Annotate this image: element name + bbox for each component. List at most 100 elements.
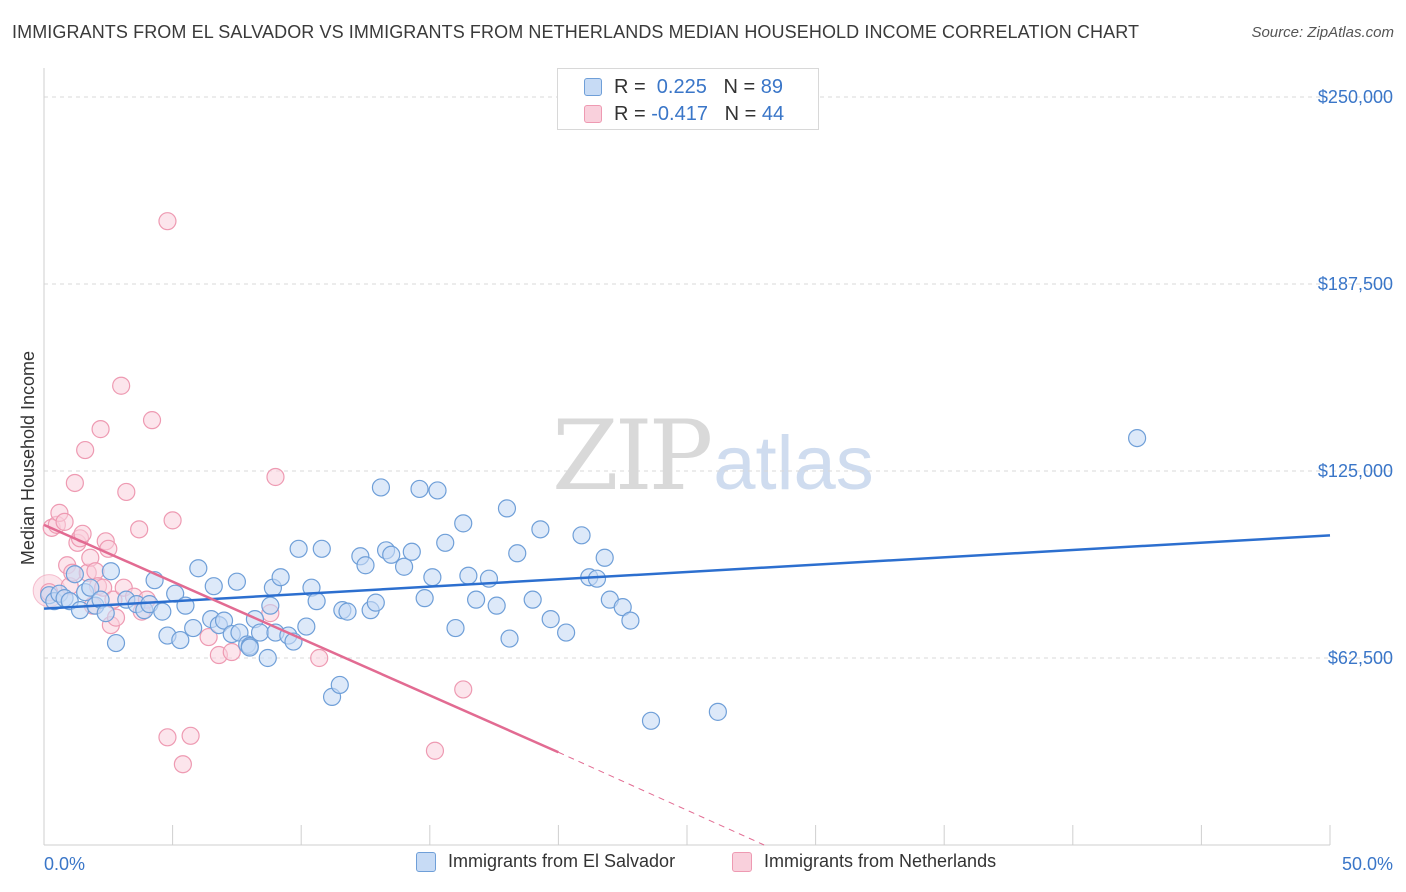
n-label: N =: [707, 102, 762, 125]
scatter-point: [214, 611, 234, 630]
scatter-point: [258, 648, 277, 668]
scatter-point: [708, 702, 727, 721]
scatter-point: [227, 572, 246, 591]
scatter-point: [181, 726, 200, 745]
scatter-point: [425, 741, 445, 760]
correlation-legend: R = 0.225 N = 89 R = -0.417 N = 44: [557, 68, 819, 130]
axes: [43, 68, 1331, 846]
scatter-point: [454, 680, 473, 699]
scatter-point: [587, 569, 607, 588]
y-tick-label: $62,500: [1328, 648, 1393, 668]
scatter-point: [289, 539, 308, 558]
scatter-point: [310, 648, 329, 668]
scatter-point: [101, 562, 120, 581]
scatter-point: [497, 499, 517, 518]
scatter-point: [171, 630, 190, 650]
scatter-point: [117, 482, 136, 502]
grid-lines: [44, 96, 1395, 659]
scatter-point: [410, 479, 429, 499]
scatter-point: [106, 633, 126, 653]
scatter-point: [222, 642, 241, 662]
scatter-point: [371, 478, 391, 497]
watermark-logo: ZIPatlas: [552, 400, 874, 512]
scatter-point: [153, 602, 172, 621]
scatter-point: [338, 602, 357, 621]
trend-lines: [43, 523, 1331, 846]
scatter-point: [557, 623, 576, 642]
scatter-point: [81, 578, 100, 597]
scatter-point: [523, 590, 542, 609]
n-value: 89: [760, 75, 784, 98]
scatter-point: [402, 542, 421, 561]
source-attribution: Source: ZipAtlas.com: [1251, 24, 1394, 41]
scatter-point: [366, 593, 385, 612]
scatter-point: [500, 629, 519, 648]
scatter-point: [163, 511, 182, 530]
trend-line-netherlands: [43, 523, 559, 754]
scatter-point: [415, 589, 434, 608]
y-tick-label: $125,000: [1318, 461, 1393, 481]
scatter-point: [55, 512, 74, 531]
el-salvador-points: [40, 428, 1147, 730]
scatter-point: [65, 565, 84, 584]
scatter-point: [436, 533, 455, 552]
scatter-point: [541, 610, 560, 629]
scatter-point: [621, 611, 640, 630]
trend-line-el-salvador: [43, 534, 1331, 610]
n-label: N =: [706, 75, 761, 98]
scatter-point: [595, 548, 614, 567]
legend-item-el-salvador: Immigrants from El Salvador: [416, 851, 675, 872]
scatter-point: [312, 539, 331, 558]
y-tick-label: $250,000: [1318, 87, 1393, 107]
watermark-zip: ZIP: [552, 400, 713, 512]
scatter-point: [76, 440, 95, 460]
scatter-point: [65, 473, 84, 493]
blue-swatch-icon: [584, 78, 602, 96]
scatter-point: [613, 598, 632, 617]
scatter-point: [423, 568, 442, 587]
r-value: -0.417: [651, 102, 708, 125]
scatter-point: [250, 623, 270, 642]
scatter-point: [330, 675, 349, 695]
scatter-point: [158, 728, 177, 747]
scatter-point: [189, 559, 208, 578]
scatter-point: [297, 617, 316, 636]
scatter-point: [508, 544, 527, 563]
scatter-point: [307, 592, 326, 611]
scatter-point: [466, 590, 486, 609]
scatter-point: [184, 618, 203, 638]
scatter-point: [446, 618, 465, 638]
y-axis-title: Median Household Income: [18, 351, 38, 565]
watermark-atlas: atlas: [713, 421, 874, 506]
scatter-point: [142, 411, 162, 430]
scatter-point: [641, 711, 661, 730]
scatter-point: [454, 514, 473, 533]
scatter-point: [204, 577, 223, 596]
x-tick-label: 50.0%: [1342, 854, 1393, 874]
scatter-point: [487, 596, 506, 615]
scatter-point: [1127, 428, 1147, 448]
scatter-point: [572, 526, 591, 545]
series-legend: Immigrants from El Salvador Immigrants f…: [0, 851, 1406, 879]
legend-row-el-salvador: R = 0.225 N = 89: [584, 75, 783, 99]
scatter-point: [428, 481, 447, 500]
pink-swatch-icon: [584, 105, 602, 123]
scatter-point: [112, 376, 131, 395]
scatter-point: [91, 420, 110, 439]
scatter-point: [459, 566, 478, 585]
scatter-point: [531, 520, 550, 539]
scatter-point: [158, 212, 177, 231]
scatter-point: [70, 601, 90, 620]
n-value: 44: [761, 102, 785, 125]
scatter-point: [96, 604, 115, 623]
netherlands-points: [32, 212, 473, 774]
x-tick-label: 0.0%: [44, 854, 85, 874]
scatter-point: [130, 520, 149, 539]
scatter-point: [356, 556, 375, 575]
tick-labels: $62,500 $125,000 $187,500 $250,000 0.0% 50.0%…: [18, 87, 1393, 874]
scatter-point: [266, 467, 285, 487]
scatter-point: [261, 596, 280, 615]
scatter-point: [86, 562, 105, 581]
legend-item-netherlands: Immigrants from Netherlands: [732, 851, 996, 872]
